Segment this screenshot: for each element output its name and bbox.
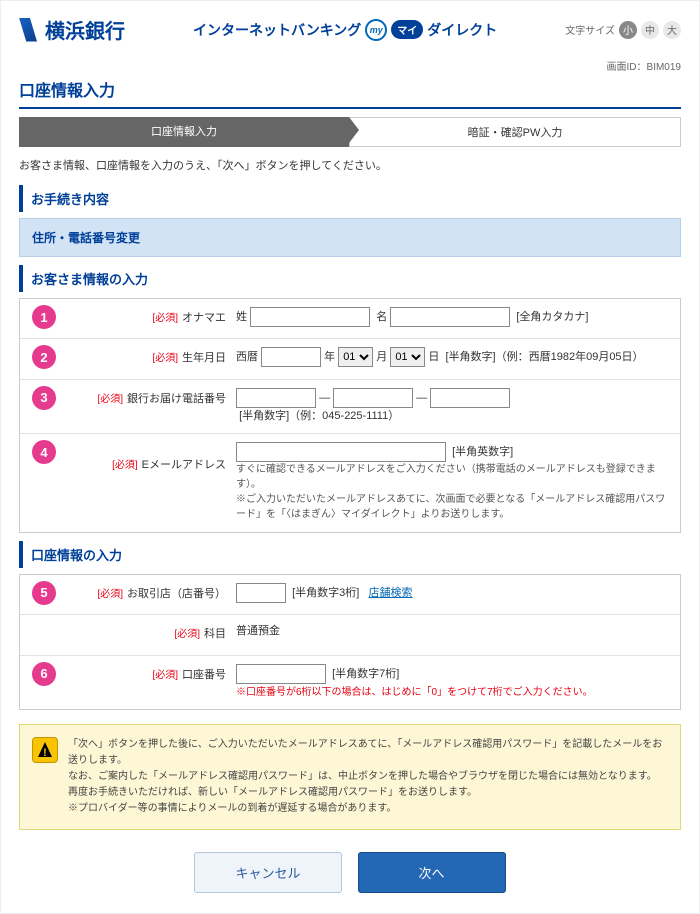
- dob-year-input[interactable]: [261, 347, 321, 367]
- tel1-input[interactable]: [236, 388, 316, 408]
- acctnum-input[interactable]: [236, 664, 326, 684]
- font-large-button[interactable]: 大: [663, 21, 681, 39]
- row-branch: 5 [必須]お取引店（店番号） [半角数字3桁] 店舗検索: [20, 575, 680, 615]
- cancel-button[interactable]: キャンセル: [194, 852, 341, 893]
- row-acctnum: 6 [必須]口座番号 [半角数字7桁] ※口座番号が6桁以下の場合は、はじめに「…: [20, 656, 680, 710]
- acctnum-note: ※口座番号が6桁以下の場合は、はじめに「0」をつけて7桁でご入力ください。: [236, 687, 593, 698]
- branch-hint: [半角数字3桁]: [292, 587, 359, 599]
- dob-hint: [半角数字]（例：西暦1982年09月05日）: [446, 351, 644, 363]
- branch-label: お取引店（店番号）: [127, 588, 226, 600]
- tel-hint: [半角数字]（例：045-225-1111）: [239, 410, 399, 422]
- tel2-input[interactable]: [333, 388, 413, 408]
- progress-step-2: 暗証・確認PW入力: [349, 117, 681, 147]
- row-dob: 2 [必須]生年月日 西暦 年 01 月 01 日 [半角数字]（例：西暦198…: [20, 339, 680, 379]
- warning-text: 「次へ」ボタンを押した後に、ご入力いただいたメールアドレスあてに、「メールアドレ…: [68, 737, 668, 817]
- acctnum-hint: [半角数字7桁]: [332, 668, 399, 680]
- service-name: インターネットバンキング my マイ ダイレクト: [193, 19, 497, 41]
- my-icon: my: [365, 19, 387, 41]
- branch-search-link[interactable]: 店舗検索: [369, 587, 413, 599]
- dob-label: 生年月日: [182, 352, 226, 364]
- font-medium-button[interactable]: 中: [641, 21, 659, 39]
- tel-label: 銀行お届け電話番号: [127, 393, 226, 405]
- branch-input[interactable]: [236, 583, 286, 603]
- row-mail: 4 [必須]Eメールアドレス [半角英数字] すぐに確認できるメールアドレスをご…: [20, 434, 680, 532]
- pin-5: 5: [32, 581, 56, 605]
- row-name: 1 [必須]オナマエ 姓 名 [全角カタカナ]: [20, 299, 680, 339]
- mail-input[interactable]: [236, 442, 446, 462]
- pin-3: 3: [32, 386, 56, 410]
- progress-bar: 口座情報入力 暗証・確認PW入力: [19, 117, 681, 147]
- section-account: 口座情報の入力: [19, 541, 681, 568]
- customer-form: 1 [必須]オナマエ 姓 名 [全角カタカナ] 2 [必須]生年月日 西暦 年 …: [19, 298, 681, 533]
- font-small-button[interactable]: 小: [619, 21, 637, 39]
- tel3-input[interactable]: [430, 388, 510, 408]
- mail-hint: [半角英数字]: [452, 446, 513, 458]
- section-procedure: お手続き内容: [19, 185, 681, 212]
- row-tel: 3 [必須]銀行お届け電話番号 ― ― [半角数字]（例：045-225-111…: [20, 380, 680, 435]
- header: 横浜銀行 インターネットバンキング my マイ ダイレクト 文字サイズ 小 中 …: [19, 11, 681, 58]
- pin-6: 6: [32, 662, 56, 686]
- warning-icon: [32, 737, 58, 763]
- acctnum-label: 口座番号: [182, 669, 226, 681]
- font-size-label: 文字サイズ: [565, 22, 615, 37]
- row-kind: [必須]科目 普通預金: [20, 615, 680, 655]
- account-form: 5 [必須]お取引店（店番号） [半角数字3桁] 店舗検索 [必須]科目 普通預…: [19, 574, 681, 710]
- button-row: キャンセル 次へ: [19, 852, 681, 893]
- kind-value: 普通預金: [236, 623, 672, 641]
- lead-text: お客さま情報、口座情報を入力のうえ、「次へ」ボタンを押してください。: [19, 157, 681, 173]
- dob-month-select[interactable]: 01: [338, 347, 373, 367]
- page-title: 口座情報入力: [19, 77, 681, 109]
- bank-logo: 横浜銀行: [19, 15, 125, 44]
- dob-day-select[interactable]: 01: [390, 347, 425, 367]
- logo-icon: [19, 18, 37, 42]
- kind-label: 科目: [204, 628, 226, 640]
- screen-id: 画面ID：BIM019: [19, 58, 681, 73]
- font-size-control: 文字サイズ 小 中 大: [565, 21, 681, 39]
- name-label: オナマエ: [182, 312, 226, 324]
- warning-box: 「次へ」ボタンを押した後に、ご入力いただいたメールアドレスあてに、「メールアドレ…: [19, 724, 681, 830]
- section-customer: お客さま情報の入力: [19, 265, 681, 292]
- next-button[interactable]: 次へ: [358, 852, 506, 893]
- mail-label: Eメールアドレス: [142, 459, 226, 471]
- name-hint: [全角カタカナ]: [516, 311, 588, 323]
- surname-input[interactable]: [250, 307, 370, 327]
- progress-step-1: 口座情報入力: [19, 117, 349, 147]
- bank-name: 横浜銀行: [45, 15, 125, 44]
- mail-note: すぐに確認できるメールアドレスをご入力ください（携帯電話のメールアドレスも登録で…: [236, 462, 672, 522]
- pin-1: 1: [32, 305, 56, 329]
- procedure-body: 住所・電話番号変更: [19, 218, 681, 257]
- givenname-input[interactable]: [390, 307, 510, 327]
- my-pill: マイ: [391, 20, 423, 39]
